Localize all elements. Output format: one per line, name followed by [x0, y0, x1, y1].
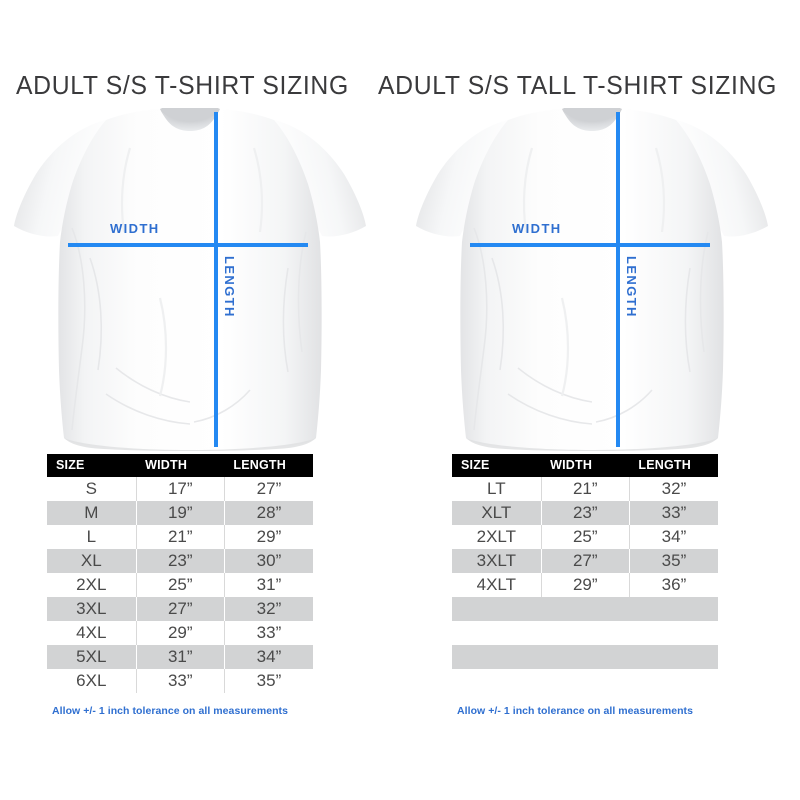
cell-length: 28”: [223, 501, 313, 525]
cell-width: 25”: [135, 573, 225, 597]
chart-title-standard: ADULT S/S T-SHIRT SIZING: [16, 72, 349, 100]
cell-length: 33”: [628, 501, 718, 525]
cell-length: 35”: [223, 669, 313, 693]
cell-size: S: [47, 477, 137, 501]
cell-empty: [452, 597, 542, 621]
table-row: 5XL 31” 34”: [47, 645, 313, 669]
cell-width: 33”: [135, 669, 225, 693]
cell-width: 23”: [540, 501, 630, 525]
cell-width: 29”: [540, 573, 630, 597]
cell-empty: [541, 597, 630, 621]
table-body-tall: LT 21” 32” XLT 23” 33” 2XLT 25” 34” 3XLT 27” 35” 4XL…: [452, 477, 718, 693]
cell-empty: [452, 645, 542, 669]
col-header-size: SIZE: [452, 454, 542, 477]
table-row-empty: [452, 621, 718, 645]
table-row: LT 21” 32”: [452, 477, 718, 501]
cell-size: M: [47, 501, 137, 525]
cell-length: 34”: [628, 525, 718, 549]
table-row: 3XLT 27” 35”: [452, 549, 718, 573]
table-row: XLT 23” 33”: [452, 501, 718, 525]
cell-empty: [452, 669, 542, 693]
table-row: S 17” 27”: [47, 477, 313, 501]
table-row-empty: [452, 597, 718, 621]
cell-size: LT: [452, 477, 542, 501]
cell-empty: [629, 669, 718, 693]
chart-title-tall: ADULT S/S TALL T-SHIRT SIZING: [378, 72, 778, 100]
cell-length: 30”: [223, 549, 313, 573]
diagram-panel-standard: WIDTH LENGTH: [10, 108, 370, 453]
tshirt-illustration-tall: [412, 108, 772, 453]
cell-empty: [629, 645, 718, 669]
col-header-length: LENGTH: [629, 454, 718, 477]
table-row-empty: [452, 645, 718, 669]
table-row: 2XLT 25” 34”: [452, 525, 718, 549]
table-header-row: SIZE WIDTH LENGTH: [452, 454, 718, 477]
cell-size: XL: [47, 549, 137, 573]
cell-width: 29”: [135, 621, 225, 645]
cell-size: 5XL: [47, 645, 137, 669]
cell-empty: [541, 621, 630, 645]
cell-width: 31”: [135, 645, 225, 669]
cell-size: 4XLT: [452, 573, 542, 597]
col-header-width: WIDTH: [541, 454, 630, 477]
size-table-tall: SIZE WIDTH LENGTH LT 21” 32” XLT 23” 33” 2XLT 2…: [452, 454, 718, 693]
cell-size: 3XL: [47, 597, 137, 621]
table-row-empty: [452, 669, 718, 693]
cell-size: 6XL: [47, 669, 137, 693]
chart-titles: ADULT S/S T-SHIRT SIZING ADULT S/S TALL …: [0, 72, 800, 108]
col-header-length: LENGTH: [224, 454, 313, 477]
cell-size: 4XL: [47, 621, 137, 645]
cell-width: 23”: [135, 549, 225, 573]
cell-empty: [541, 669, 630, 693]
cell-length: 35”: [628, 549, 718, 573]
col-header-size: SIZE: [47, 454, 137, 477]
cell-size: XLT: [452, 501, 542, 525]
tolerance-note-standard: Allow +/- 1 inch tolerance on all measur…: [52, 705, 288, 717]
table-row: M 19” 28”: [47, 501, 313, 525]
table-row: XL 23” 30”: [47, 549, 313, 573]
table-body-standard: S 17” 27” M 19” 28” L 21” 29” XL 23” 30” 2XL 25” 31” 3X…: [47, 477, 313, 693]
cell-width: 17”: [135, 477, 225, 501]
table-row: L 21” 29”: [47, 525, 313, 549]
table-header-row: SIZE WIDTH LENGTH: [47, 454, 313, 477]
cell-empty: [629, 621, 718, 645]
cell-length: 34”: [223, 645, 313, 669]
cell-length: 36”: [628, 573, 718, 597]
cell-length: 32”: [223, 597, 313, 621]
tolerance-note-tall: Allow +/- 1 inch tolerance on all measur…: [457, 705, 693, 717]
size-table: SIZE WIDTH LENGTH LT 21” 32” XLT 23” 33” 2XLT 2…: [452, 454, 718, 693]
cell-width: 25”: [540, 525, 630, 549]
table-row: 2XL 25” 31”: [47, 573, 313, 597]
cell-width: 21”: [135, 525, 225, 549]
cell-length: 31”: [223, 573, 313, 597]
cell-width: 27”: [540, 549, 630, 573]
cell-empty: [629, 597, 718, 621]
cell-size: 3XLT: [452, 549, 542, 573]
cell-width: 21”: [540, 477, 630, 501]
diagram-panel-tall: WIDTH LENGTH: [412, 108, 772, 453]
cell-length: 29”: [223, 525, 313, 549]
cell-empty: [541, 645, 630, 669]
col-header-width: WIDTH: [136, 454, 225, 477]
table-row: 3XL 27” 32”: [47, 597, 313, 621]
tshirt-illustration-standard: [10, 108, 370, 453]
table-row: 4XLT 29” 36”: [452, 573, 718, 597]
cell-size: L: [47, 525, 137, 549]
table-row: 4XL 29” 33”: [47, 621, 313, 645]
size-table-standard: SIZE WIDTH LENGTH S 17” 27” M 19” 28” L 21” 29” X…: [47, 454, 313, 693]
cell-size: 2XL: [47, 573, 137, 597]
cell-length: 27”: [223, 477, 313, 501]
cell-length: 32”: [628, 477, 718, 501]
cell-length: 33”: [223, 621, 313, 645]
size-table: SIZE WIDTH LENGTH S 17” 27” M 19” 28” L 21” 29” X…: [47, 454, 313, 693]
cell-size: 2XLT: [452, 525, 542, 549]
table-row: 6XL 33” 35”: [47, 669, 313, 693]
cell-width: 27”: [135, 597, 225, 621]
cell-width: 19”: [135, 501, 225, 525]
cell-empty: [452, 621, 542, 645]
